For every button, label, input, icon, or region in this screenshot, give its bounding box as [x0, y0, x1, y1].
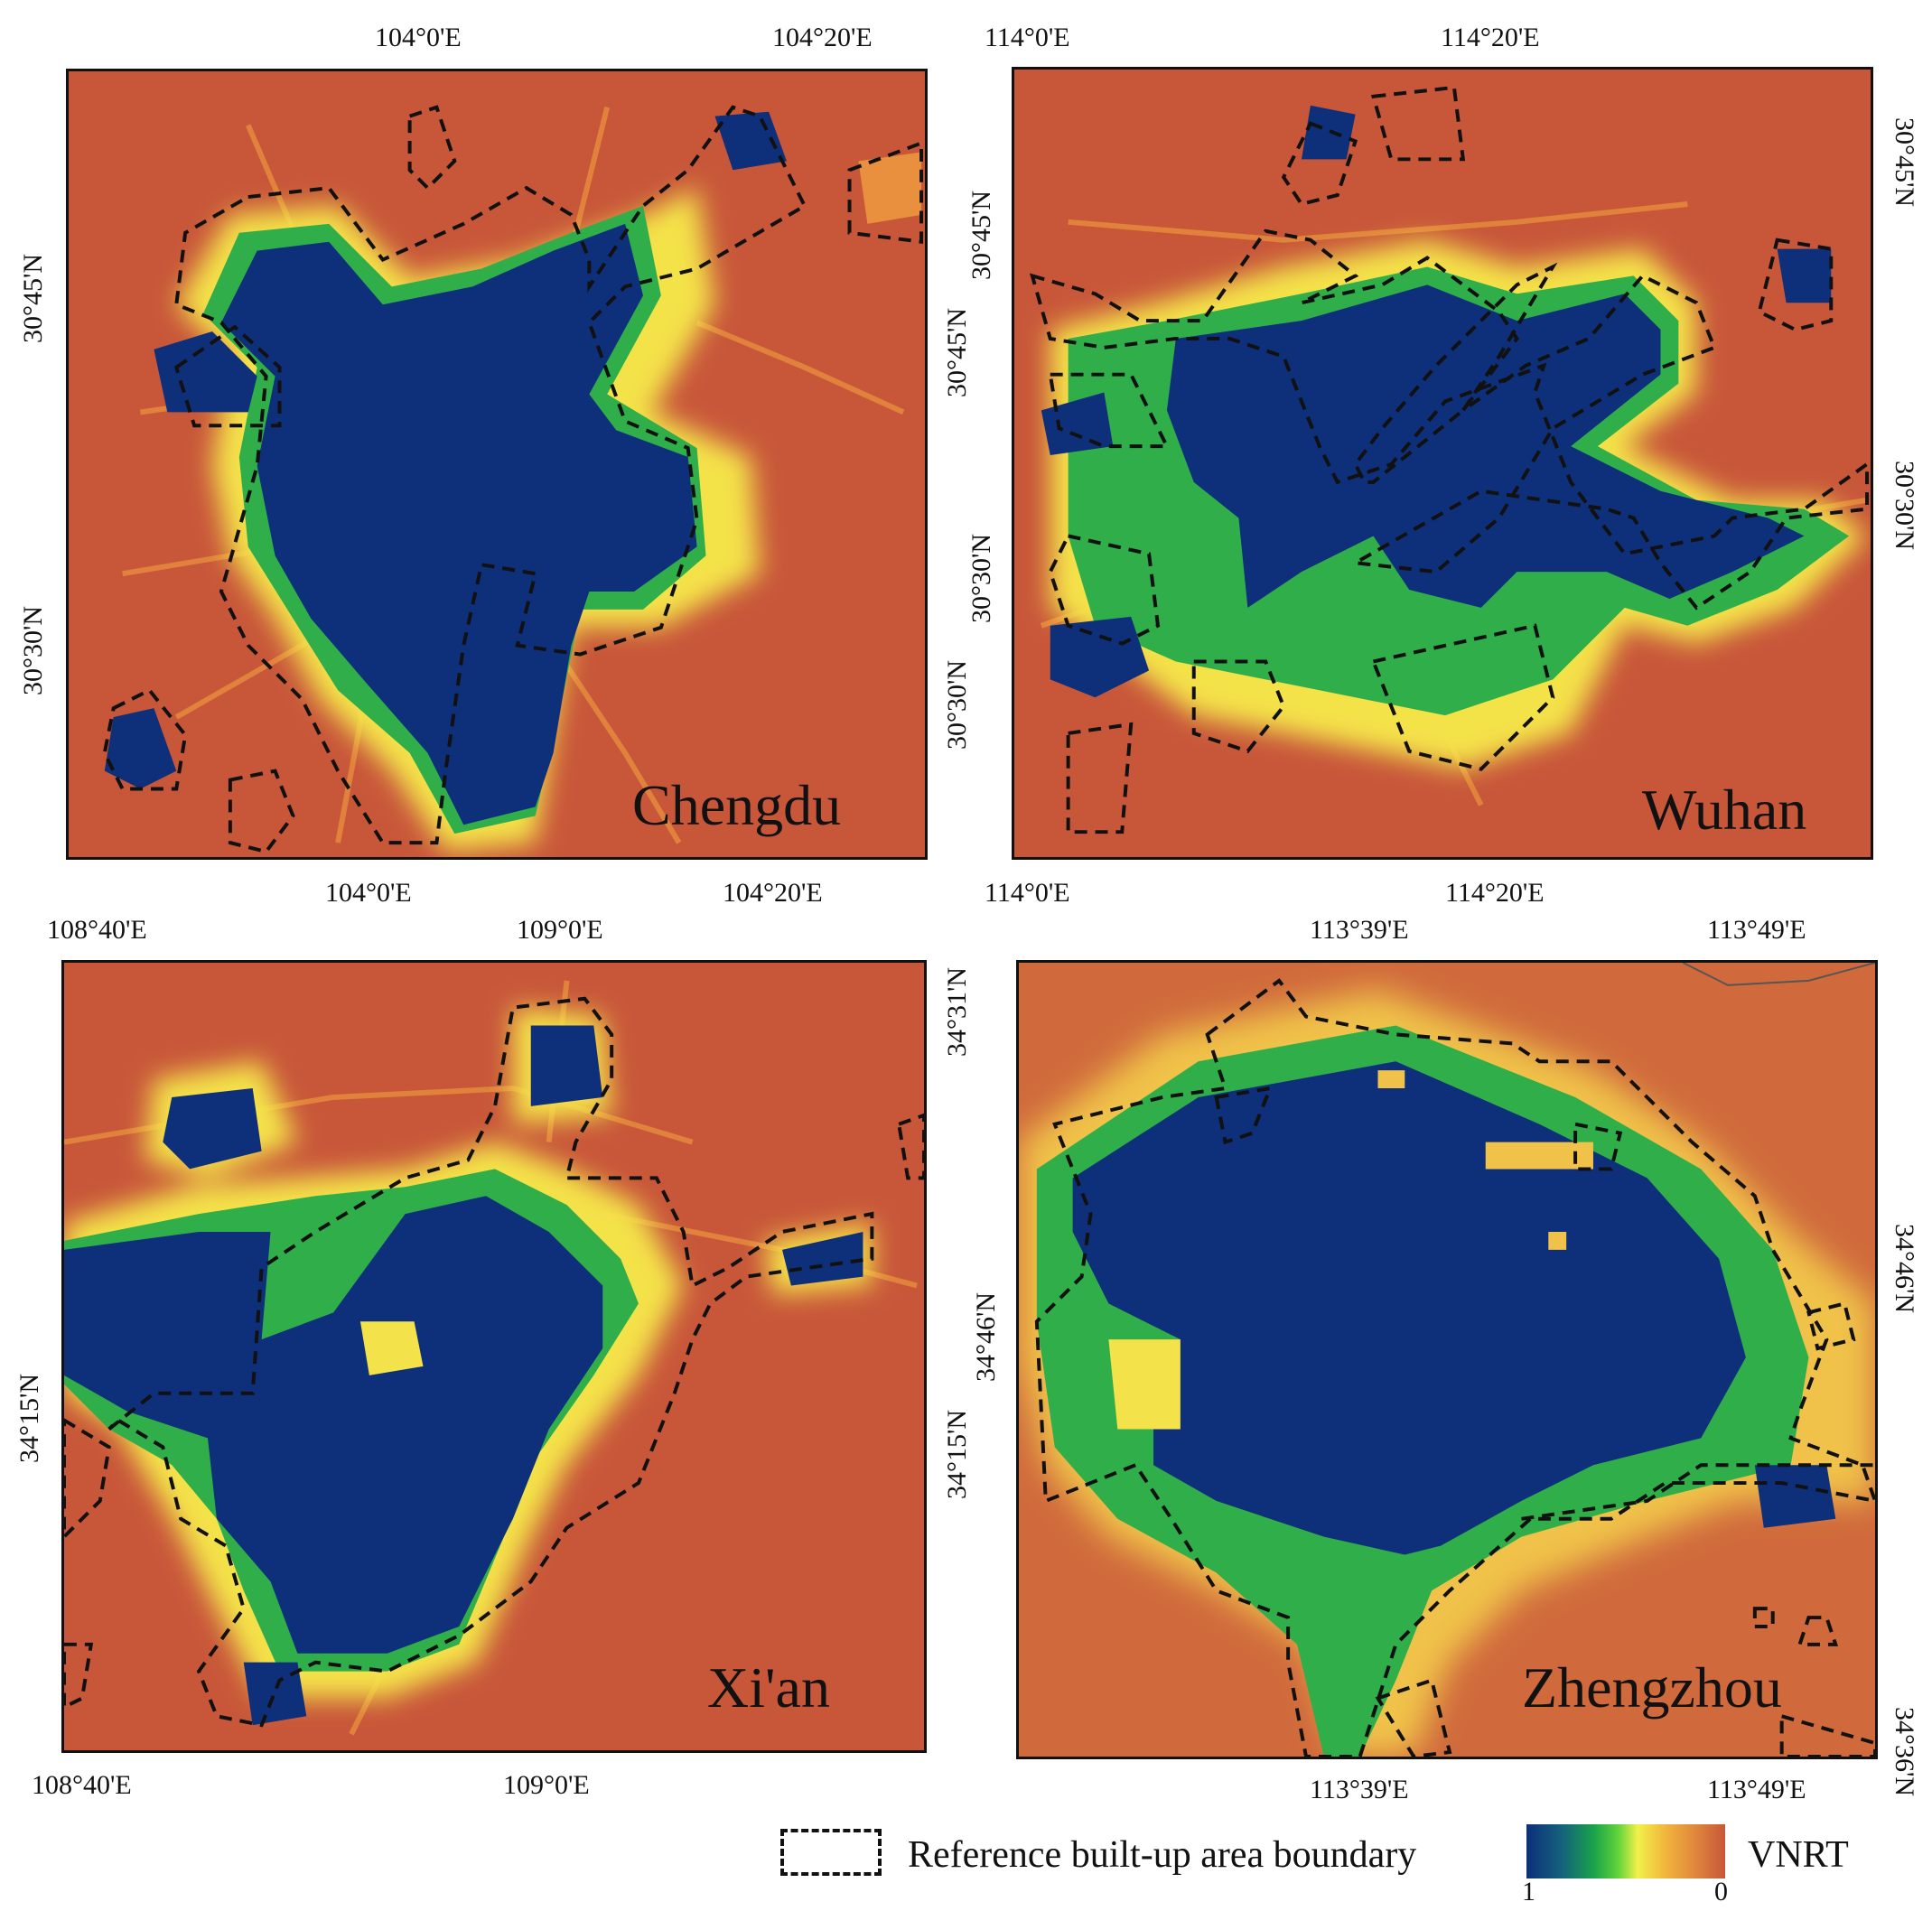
boundary-legend-label: Reference built-up area boundary	[908, 1834, 1417, 1876]
xian-left-label-1: 34°15'N	[14, 1373, 44, 1463]
wuhan-bottom-label-1: 114°0'E	[985, 878, 1070, 908]
zhengzhou-map	[1019, 963, 1875, 1757]
vnrt-legend-min-label: 1	[1522, 1877, 1535, 1906]
zhengzhou-right-label-1: 34°46'N	[1890, 1224, 1919, 1314]
wuhan-right-label-2: 30°30'N	[1890, 461, 1919, 551]
xian-bottom-label-1: 108°40'E	[32, 1770, 132, 1800]
xian-map	[64, 980, 924, 1736]
wuhan-left-label-1: 30°45'N	[966, 190, 996, 280]
vnrt-legend-title: VNRT	[1748, 1834, 1849, 1876]
map-panel-chengdu	[66, 69, 928, 860]
chengdu-right-label-1: 30°45'N	[942, 307, 972, 397]
chengdu-left-label-2: 30°30'N	[18, 605, 48, 695]
zhengzhou-bottom-label-2: 113°49'E	[1707, 1775, 1806, 1804]
chengdu-top-label-1: 104°0'E	[375, 23, 462, 52]
zhengzhou-right-label-2: 34°36'N	[1890, 1707, 1919, 1797]
zhengzhou-left-label-1: 34°46'N	[971, 1291, 1001, 1382]
map-panel-xian	[61, 960, 927, 1753]
wuhan-bottom-label-2: 114°20'E	[1445, 878, 1545, 908]
wuhan-left-label-2: 30°30'N	[966, 533, 996, 623]
zhengzhou-top-label-1: 113°39'E	[1310, 915, 1409, 945]
map-panel-wuhan	[1012, 67, 1873, 860]
chengdu-top-label-2: 104°20'E	[772, 23, 873, 52]
chengdu-left-label-1: 30°45'N	[18, 253, 48, 343]
boundary-legend-swatch	[780, 1829, 882, 1876]
chengdu-map	[102, 105, 924, 854]
wuhan-top-label-2: 114°20'E	[1441, 23, 1540, 52]
chengdu-right-label-2: 30°30'N	[942, 659, 972, 750]
vnrt-legend-max-label: 0	[1714, 1877, 1728, 1906]
xian-right-label-1: 34°31'N	[942, 966, 972, 1057]
vnrt-color-ramp	[1526, 1824, 1725, 1878]
xian-top-label-1: 108°40'E	[47, 915, 147, 945]
chengdu-bottom-label-2: 104°20'E	[723, 878, 823, 908]
xian-right-label-2: 34°15'N	[942, 1409, 972, 1499]
map-panel-zhengzhou	[1016, 960, 1878, 1759]
wuhan-map	[1029, 85, 1870, 834]
city-name-zhengzhou: Zhengzhou	[1522, 1655, 1782, 1720]
wuhan-top-label-1: 114°0'E	[985, 23, 1070, 52]
city-name-chengdu: Chengdu	[632, 773, 842, 837]
city-name-wuhan: Wuhan	[1642, 778, 1807, 842]
chengdu-bottom-label-1: 104°0'E	[325, 878, 412, 908]
wuhan-right-label-1: 30°45'N	[1890, 117, 1919, 208]
xian-bottom-label-2: 109°0'E	[503, 1770, 590, 1800]
zhengzhou-top-label-2: 113°49'E	[1707, 915, 1806, 945]
city-name-xian: Xi'an	[707, 1655, 830, 1720]
xian-top-label-2: 109°0'E	[517, 915, 603, 945]
zhengzhou-bottom-label-1: 113°39'E	[1310, 1775, 1409, 1804]
